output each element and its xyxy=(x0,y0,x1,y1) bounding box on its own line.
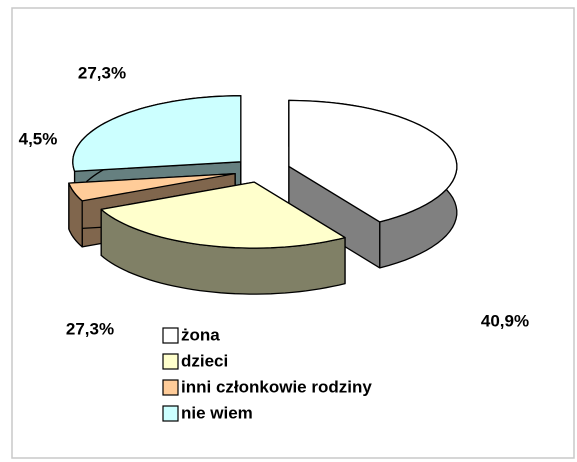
legend-label: żona xyxy=(181,325,220,344)
legend-swatch xyxy=(162,327,179,344)
legend-swatch xyxy=(162,353,179,370)
legend-swatch xyxy=(162,379,179,396)
data-label: 4,5% xyxy=(19,129,58,148)
slice-top xyxy=(288,99,458,223)
data-label: 27,3% xyxy=(66,319,114,338)
slice-top xyxy=(72,95,242,172)
legend-label: dzieci xyxy=(181,351,228,370)
slice-top xyxy=(100,181,346,249)
data-label: 27,3% xyxy=(78,63,126,82)
legend-label: nie wiem xyxy=(181,403,253,422)
legend-swatch xyxy=(162,405,179,422)
slice xyxy=(288,99,458,269)
legend-label: inni członkowie rodziny xyxy=(181,377,372,396)
data-label: 40,9% xyxy=(481,311,529,330)
slice-top xyxy=(68,172,236,202)
slice xyxy=(100,181,346,295)
